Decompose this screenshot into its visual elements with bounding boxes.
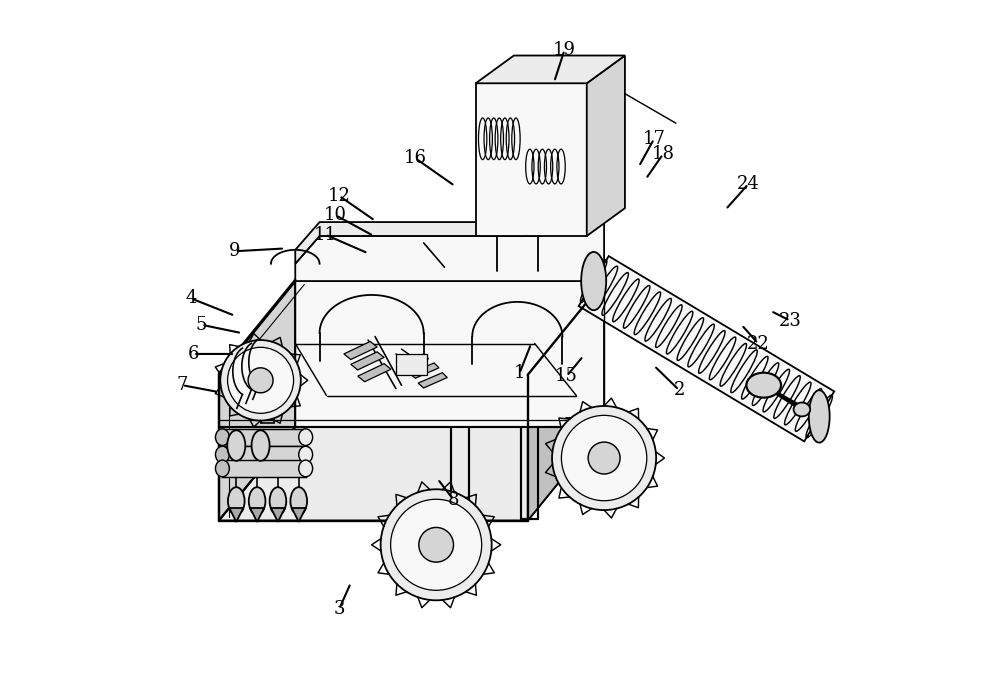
Circle shape — [561, 415, 647, 501]
Ellipse shape — [290, 487, 307, 515]
Ellipse shape — [215, 446, 229, 463]
Circle shape — [220, 340, 301, 421]
Text: 16: 16 — [404, 149, 427, 167]
Circle shape — [552, 406, 656, 510]
Polygon shape — [344, 341, 377, 359]
Ellipse shape — [249, 487, 265, 515]
Text: 10: 10 — [324, 206, 347, 224]
Ellipse shape — [299, 460, 313, 477]
Polygon shape — [222, 460, 306, 477]
Circle shape — [248, 368, 273, 393]
Polygon shape — [292, 508, 306, 522]
Text: 2: 2 — [673, 381, 685, 399]
Polygon shape — [219, 427, 604, 520]
Ellipse shape — [299, 446, 313, 463]
Polygon shape — [528, 281, 604, 520]
Text: 19: 19 — [553, 41, 576, 59]
Circle shape — [588, 442, 620, 474]
Text: 3: 3 — [333, 600, 345, 618]
Polygon shape — [219, 281, 295, 520]
Ellipse shape — [215, 460, 229, 477]
Ellipse shape — [581, 252, 606, 310]
Text: 5: 5 — [196, 316, 207, 334]
Ellipse shape — [746, 373, 781, 398]
Text: 8: 8 — [448, 491, 459, 509]
Polygon shape — [295, 281, 604, 427]
Polygon shape — [295, 194, 604, 264]
Polygon shape — [295, 208, 604, 281]
Text: 18: 18 — [652, 145, 675, 163]
Polygon shape — [351, 352, 384, 370]
Polygon shape — [222, 446, 306, 463]
Polygon shape — [476, 83, 587, 236]
Ellipse shape — [228, 487, 245, 515]
Ellipse shape — [794, 403, 810, 416]
Text: 23: 23 — [779, 312, 802, 330]
Polygon shape — [418, 373, 447, 388]
Ellipse shape — [227, 430, 245, 461]
Circle shape — [391, 499, 482, 591]
Text: 6: 6 — [188, 345, 199, 363]
Ellipse shape — [215, 429, 229, 446]
Text: 7: 7 — [176, 376, 188, 394]
Polygon shape — [271, 508, 285, 522]
Polygon shape — [399, 354, 429, 369]
Ellipse shape — [299, 429, 313, 446]
Bar — [396, 354, 427, 375]
Ellipse shape — [809, 390, 830, 443]
Ellipse shape — [270, 487, 286, 515]
Polygon shape — [358, 364, 391, 382]
Text: 15: 15 — [555, 367, 578, 385]
Polygon shape — [222, 429, 306, 446]
Text: 4: 4 — [185, 289, 197, 307]
Text: 17: 17 — [643, 130, 666, 148]
Text: 12: 12 — [328, 187, 350, 205]
Polygon shape — [587, 56, 625, 236]
Ellipse shape — [252, 430, 270, 461]
Polygon shape — [410, 363, 439, 378]
Text: 9: 9 — [229, 242, 241, 260]
Circle shape — [419, 527, 454, 562]
Polygon shape — [229, 508, 243, 522]
Polygon shape — [579, 256, 834, 441]
Polygon shape — [250, 508, 264, 522]
Text: 1: 1 — [514, 364, 525, 382]
Text: 24: 24 — [737, 175, 760, 193]
Circle shape — [228, 347, 294, 414]
Text: 22: 22 — [747, 335, 770, 353]
Circle shape — [381, 489, 492, 600]
Polygon shape — [476, 56, 625, 83]
Text: 11: 11 — [314, 226, 337, 244]
